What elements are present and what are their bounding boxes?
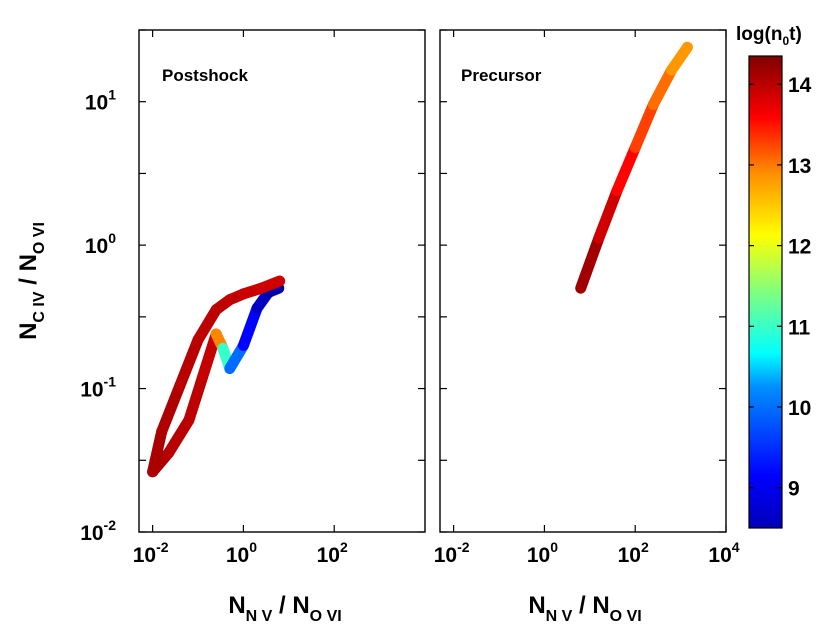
series-segment [156,380,186,438]
colorbar-tick-label: 9 [788,478,800,501]
series-segment [256,275,286,294]
colorbar-tick-label: 11 [788,316,811,339]
series-segment [192,304,222,346]
x-axis-label-precursor: NN V / NO VI [528,592,641,625]
colorbar-tick-label: 13 [788,155,811,178]
y-axis-label: NC IV / NO VI [15,222,48,340]
series-segment [174,334,204,392]
x-tick-label: 10-2 [434,539,470,567]
series-segment [593,185,623,244]
x-tick-label: 104 [708,539,739,567]
colorbar-tick-label: 12 [788,236,811,259]
x-tick-label: 100 [226,539,257,567]
panel-frame-postshock [138,29,426,533]
series-segment [629,99,659,154]
x-tick-label: 100 [527,539,558,567]
series-segment [147,426,168,478]
x-tick-label: 102 [317,539,348,567]
series-postshock-upper-branch [147,275,286,478]
colorbar-tick-label: 14 [788,74,812,97]
x-tick-label: 10-2 [133,539,169,567]
y-tick-label: 101 [85,87,116,115]
colorbar [748,55,783,529]
series-segment [183,371,209,426]
series-postshock-track [147,282,285,478]
series-precursor-track [575,41,693,294]
panel-title-precursor: Precursor [461,66,542,85]
panel-frame-precursor [439,29,727,533]
y-tick-label: 10-1 [80,374,116,402]
colorbar-tick-label: 10 [788,397,811,420]
series-segment [262,282,285,298]
panel-title-postshock: Postshock [162,66,249,85]
colorbar-ticks: 9 10 11 12 13 14 [749,74,812,501]
series-segment [163,414,195,459]
series-segment [666,41,693,76]
series-segment [575,232,605,294]
series-segment [647,64,678,111]
series-segment [611,142,641,197]
series-layer [147,41,693,478]
x-axis-label-postshock: NN V / NO VI [228,592,341,625]
x-tick-label: 102 [618,539,649,567]
y-tick-label: 100 [85,230,116,258]
colorbar-label: log(n0t) [736,24,802,48]
series-segment [237,302,263,352]
tick-layer: 10-2 100 102 10-2 100 102 104 10-2 10-1 100 101 [80,29,740,567]
y-tick-label: 10-2 [80,517,116,545]
